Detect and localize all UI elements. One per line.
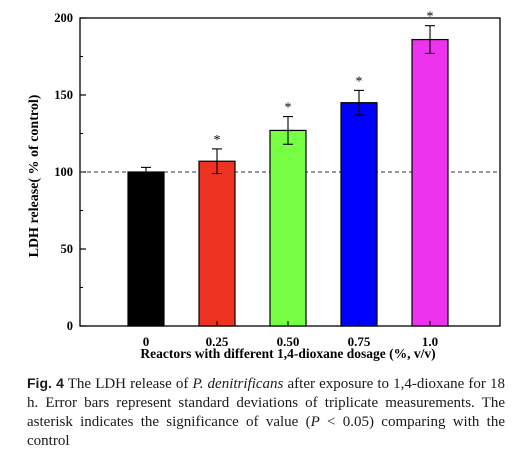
significance-marker: * [214, 133, 221, 148]
x-axis-label: Reactors with different 1,4-dioxane dosa… [140, 346, 435, 361]
significance-marker: * [285, 101, 292, 116]
y-axis-label: LDH release( % of control) [27, 94, 42, 257]
caption-species: P. denitrificans [192, 376, 284, 392]
x-tick-label: 1.0 [422, 334, 438, 349]
figure-caption: Fig. 4 The LDH release of P. denitrifica… [27, 374, 505, 451]
caption-text-before: The LDH release of [67, 376, 189, 392]
chart: 0 50 100 150 200 0 * 0.25 * 0.50 * 0.75 * 1.0 LDH rel… [27, 10, 501, 361]
bar [127, 171, 165, 327]
caption-text-middle: after exposure to 1,4-dioxane for 18 h. … [27, 376, 506, 430]
x-tick-label: 0.25 [206, 334, 229, 349]
significance-marker: * [356, 74, 363, 89]
bar [198, 160, 236, 327]
y-tick-label: 100 [54, 165, 73, 179]
bar [411, 38, 449, 327]
bar [269, 129, 307, 327]
significance-marker: * [427, 10, 434, 25]
x-tick-label: 0.75 [348, 334, 371, 349]
y-tick-label: 200 [54, 11, 73, 25]
plot-area: 0 50 100 150 200 0 * 0.25 * 0.50 * 0.75 * 1.0 [54, 10, 501, 349]
figure-label: Fig. 4 [27, 375, 64, 391]
bar [340, 102, 378, 327]
x-tick-label: 0.50 [277, 334, 300, 349]
caption-p-symbol: P [310, 414, 320, 430]
caption-text-after: < 0.05) comparing with the control [27, 414, 505, 449]
y-tick-label: 50 [61, 242, 74, 256]
x-tick-label: 0 [143, 334, 150, 349]
y-tick-label: 150 [54, 88, 73, 102]
y-tick-label: 0 [67, 319, 73, 333]
